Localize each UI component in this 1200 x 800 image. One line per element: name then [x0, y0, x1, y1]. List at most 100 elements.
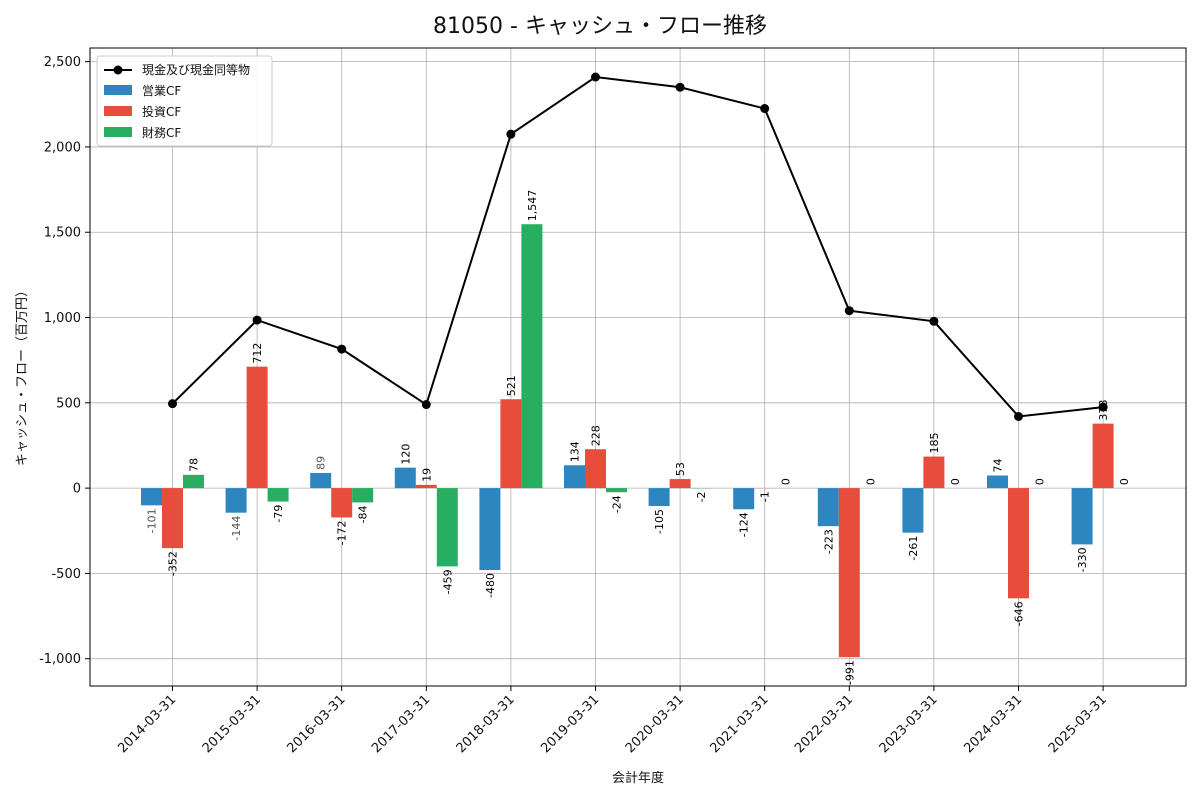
- bar-label-2-9: 0: [949, 478, 962, 485]
- x-tick-label: 2025-03-31: [1046, 692, 1110, 756]
- legend-financing-swatch: [104, 127, 132, 137]
- bar-1-2: [331, 488, 353, 518]
- y-tick-label: 2,500: [44, 55, 81, 70]
- bar-0-10: [987, 475, 1008, 489]
- y-axis-ticks: -1,000 -500 0 500 1,000 1,500 2,000 2,500: [39, 55, 90, 667]
- bar-label-0-2: 89: [315, 456, 328, 470]
- chart-title: 81050 - キャッシュ・フロー推移: [433, 14, 767, 39]
- bar-0-0: [141, 488, 162, 506]
- legend: 現金及び現金同等物 営業CF 投資CF 財務CF: [96, 55, 273, 147]
- bar-label-0-11: -330: [1076, 547, 1089, 572]
- y-tick-label: -1,000: [39, 652, 81, 667]
- x-tick-label: 2020-03-31: [623, 692, 687, 756]
- x-tick-label: 2024-03-31: [961, 692, 1025, 756]
- x-tick-label: 2017-03-31: [369, 692, 433, 756]
- bar-label-0-1: -144: [230, 516, 243, 541]
- bar-label-2-8: 0: [864, 478, 877, 485]
- cash-line: [171, 75, 1104, 418]
- legend-financing-label: 財務CF: [142, 125, 181, 140]
- bar-2-2: [352, 488, 374, 503]
- x-axis-ticks: 2014-03-31 2015-03-31 2016-03-31 2017-03-31…: [115, 686, 1110, 756]
- bar-label-2-5: -24: [611, 495, 624, 513]
- bars-group: [141, 224, 1114, 658]
- bar-label-1-3: 19: [420, 468, 433, 482]
- bar-label-0-9: -261: [907, 536, 920, 561]
- bar-2-3: [436, 488, 458, 567]
- bar-label-2-7: 0: [780, 478, 793, 485]
- bar-1-5: [585, 449, 606, 489]
- y-tick-label: -500: [51, 567, 81, 582]
- bar-label-0-8: -223: [822, 529, 835, 554]
- bar-2-4: [521, 224, 543, 489]
- bar-label-2-6: -2: [695, 491, 708, 502]
- cash-point-2: [337, 344, 347, 354]
- x-tick-label: 2023-03-31: [877, 692, 941, 756]
- legend-operating-label: 営業CF: [142, 84, 181, 98]
- y-tick-label: 500: [56, 396, 81, 411]
- bar-1-0: [162, 488, 183, 549]
- bar-label-1-6: 53: [674, 462, 687, 476]
- bar-1-10: [1008, 488, 1029, 599]
- x-axis-label: 会計年度: [612, 770, 664, 786]
- bar-label-1-9: 185: [928, 433, 941, 454]
- bar-label-2-10: 0: [1034, 478, 1047, 485]
- legend-investing-label: 投資CF: [142, 104, 181, 119]
- bar-label-2-3: -459: [441, 569, 454, 594]
- bar-label-1-11: 378: [1097, 400, 1110, 421]
- bar-label-0-10: 74: [992, 458, 1005, 472]
- legend-operating-swatch: [104, 85, 132, 95]
- bar-2-0: [183, 474, 204, 489]
- cash-point-6: [675, 82, 685, 92]
- y-tick-label: 1,500: [44, 226, 81, 241]
- y-axis-label: キャッシュ・フロー（百万円）: [15, 284, 30, 466]
- bar-1-8: [838, 488, 860, 658]
- cash-point-3: [421, 400, 431, 410]
- bar-label-1-4: 521: [505, 375, 518, 396]
- cash-point-5: [591, 72, 600, 82]
- x-tick-label: 2021-03-31: [707, 692, 771, 756]
- x-tick-label: 2018-03-31: [454, 692, 518, 756]
- bar-label-2-11: 0: [1118, 478, 1131, 485]
- bar-label-0-6: -105: [653, 509, 666, 534]
- bar-label-1-1: 712: [251, 343, 264, 364]
- bar-label-1-2: -172: [336, 520, 349, 545]
- bar-0-2: [310, 472, 332, 489]
- bar-label-0-0: -101: [146, 508, 159, 533]
- x-tick-label: 2019-03-31: [538, 692, 602, 756]
- bar-label-0-5: 134: [569, 441, 582, 462]
- bar-0-3: [394, 467, 416, 489]
- bar-label-2-0: 78: [188, 458, 201, 472]
- cash-point-9: [929, 316, 939, 326]
- bar-label-0-7: -124: [738, 512, 751, 537]
- x-tick-label: 2022-03-31: [792, 692, 856, 756]
- x-tick-label: 2016-03-31: [284, 692, 348, 756]
- bar-0-11: [1071, 488, 1093, 545]
- y-tick-label: 0: [73, 482, 81, 497]
- cash-point-1: [252, 315, 262, 325]
- cash-line-group: [168, 72, 1108, 421]
- bar-label-2-2: -84: [357, 505, 370, 523]
- legend-line-marker: [113, 65, 123, 75]
- bar-1-6: [669, 479, 691, 489]
- bar-label-1-5: 228: [590, 425, 603, 446]
- bar-0-8: [817, 488, 839, 527]
- bar-1-1: [246, 366, 268, 489]
- bar-label-2-1: -79: [272, 505, 285, 523]
- cash-point-8: [844, 306, 854, 316]
- plot-frame: [89, 47, 1187, 687]
- bar-0-4: [479, 488, 501, 570]
- bar-1-9: [923, 456, 945, 489]
- cash-point-11: [1098, 402, 1108, 412]
- cash-point-4: [506, 129, 516, 139]
- legend-box: [96, 55, 273, 147]
- bar-labels-group: -101 -144 89 120 -480 134 -105 -124 -223 -261 74 -3…: [146, 190, 1132, 685]
- bar-1-11: [1092, 423, 1114, 489]
- legend-cash-label: 現金及び現金同等物: [142, 62, 250, 77]
- bar-0-1: [225, 488, 247, 513]
- bar-label-2-4: 1,547: [526, 190, 539, 222]
- bar-1-3: [415, 484, 437, 489]
- bar-0-6: [648, 488, 670, 507]
- bar-label-1-8: -991: [843, 660, 856, 685]
- grid-lines: [90, 48, 1186, 686]
